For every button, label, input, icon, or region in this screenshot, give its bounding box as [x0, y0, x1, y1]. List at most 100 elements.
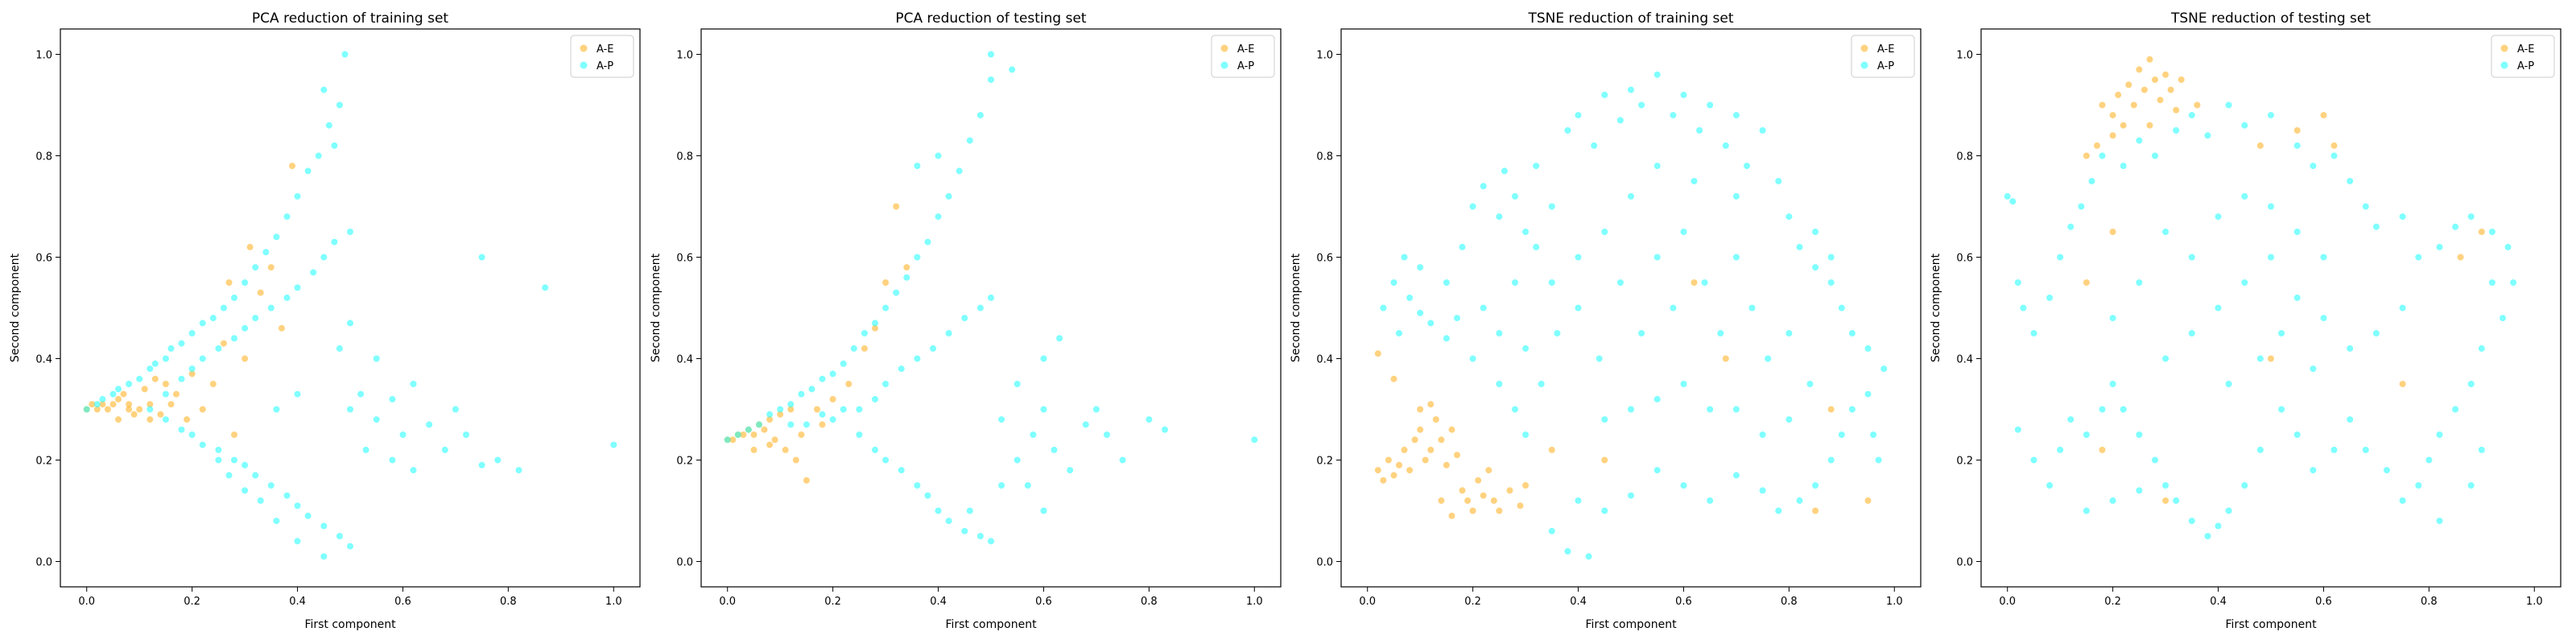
data-point: [93, 401, 101, 408]
data-point: [2225, 101, 2232, 109]
data-point: [2399, 213, 2406, 221]
data-point: [2173, 127, 2180, 134]
data-point: [89, 401, 96, 408]
x-tick-label: 0.2: [824, 596, 841, 608]
x-tick-label: 0.8: [1141, 596, 1158, 608]
data-point: [1707, 497, 1714, 504]
data-point: [2478, 345, 2485, 352]
legend-label: A-P: [2517, 60, 2534, 72]
data-point: [136, 375, 143, 382]
y-axis-label: Second component: [9, 253, 22, 362]
data-point: [1438, 436, 1445, 444]
data-point: [2046, 482, 2054, 489]
data-point: [494, 456, 502, 464]
data-point: [304, 167, 312, 175]
data-point: [2099, 446, 2106, 453]
data-point: [310, 269, 317, 276]
data-point: [798, 431, 805, 438]
data-point: [2347, 178, 2354, 184]
data-point: [1030, 431, 1037, 438]
data-point: [2362, 203, 2369, 210]
legend-marker: [580, 61, 588, 69]
data-point: [2415, 254, 2422, 261]
data-point: [242, 324, 249, 332]
data-point: [2173, 106, 2180, 114]
data-point: [777, 406, 784, 413]
data-point: [2136, 279, 2143, 286]
chart-title: PCA reduction of training set: [252, 10, 448, 27]
data-point: [320, 254, 328, 261]
chart-panel: 0.0 0.2 0.4 0.6 0.8 1.0 0.0 0.2 0.4 0.6 0.8 1.0 PCA …: [650, 10, 1282, 631]
data-point: [1512, 279, 1518, 286]
x-tick-label: 0.6: [1035, 596, 1052, 608]
data-point: [1082, 421, 1089, 428]
data-point: [452, 406, 459, 413]
data-point: [2510, 279, 2517, 286]
x-tick-label: 0.6: [394, 596, 411, 608]
data-point: [1533, 163, 1540, 170]
data-point: [1056, 335, 1063, 342]
data-point: [1459, 487, 1466, 494]
data-point: [1690, 178, 1698, 184]
data-point: [162, 416, 169, 423]
data-point: [1459, 243, 1466, 250]
data-point: [1380, 477, 1387, 484]
data-point: [1812, 507, 1819, 514]
data-point: [1401, 254, 1408, 261]
data-point: [267, 304, 275, 312]
data-point: [945, 330, 952, 336]
data-point: [2504, 243, 2512, 250]
data-point: [1848, 330, 1856, 336]
data-point: [2067, 223, 2074, 230]
data-point: [2268, 112, 2274, 119]
data-point: [2399, 497, 2406, 504]
data-point: [1390, 279, 1397, 286]
legend-marker: [2500, 44, 2508, 52]
data-point: [2399, 381, 2406, 387]
data-point: [157, 411, 164, 418]
data-point: [1501, 167, 1508, 175]
data-point: [1496, 507, 1503, 514]
data-point: [2178, 76, 2185, 83]
data-point: [2152, 76, 2158, 83]
data-point: [1628, 192, 1634, 200]
data-point: [1396, 330, 1402, 336]
y-axis-label: Second component: [650, 253, 663, 362]
data-point: [1119, 456, 1126, 464]
data-point: [320, 553, 328, 560]
series-a-p: [1380, 71, 1888, 560]
data-point: [209, 315, 217, 322]
data-point: [2140, 86, 2148, 93]
data-point: [93, 406, 101, 413]
data-point: [2083, 507, 2090, 514]
data-point: [1548, 527, 1555, 535]
data-point: [2488, 229, 2496, 235]
data-point: [1448, 426, 1455, 433]
data-point: [2067, 416, 2074, 423]
data-point: [294, 538, 301, 545]
data-point: [252, 472, 259, 479]
x-axis-label: First component: [2225, 618, 2317, 631]
data-point: [1480, 183, 1487, 190]
data-point: [1759, 487, 1766, 494]
data-point: [1864, 497, 1872, 504]
data-point: [1722, 142, 1729, 149]
data-point: [294, 502, 301, 510]
x-tick-label: 0.8: [500, 596, 517, 608]
data-point: [1796, 243, 1803, 250]
data-point: [850, 345, 857, 352]
data-point: [389, 395, 396, 402]
data-point: [289, 163, 295, 170]
data-point: [761, 426, 768, 433]
data-point: [988, 538, 994, 545]
y-tick-label: 0.4: [1316, 354, 1333, 366]
chart-title: TSNE reduction of testing set: [2170, 10, 2371, 27]
data-point: [1480, 492, 1487, 499]
data-point: [1812, 264, 1819, 271]
y-tick-label: 0.2: [676, 456, 693, 468]
data-point: [126, 381, 133, 387]
data-point: [2004, 192, 2011, 200]
data-point: [347, 406, 353, 413]
x-tick-label: 0.0: [1999, 596, 2016, 608]
legend: A-E A-P: [1851, 35, 1915, 78]
